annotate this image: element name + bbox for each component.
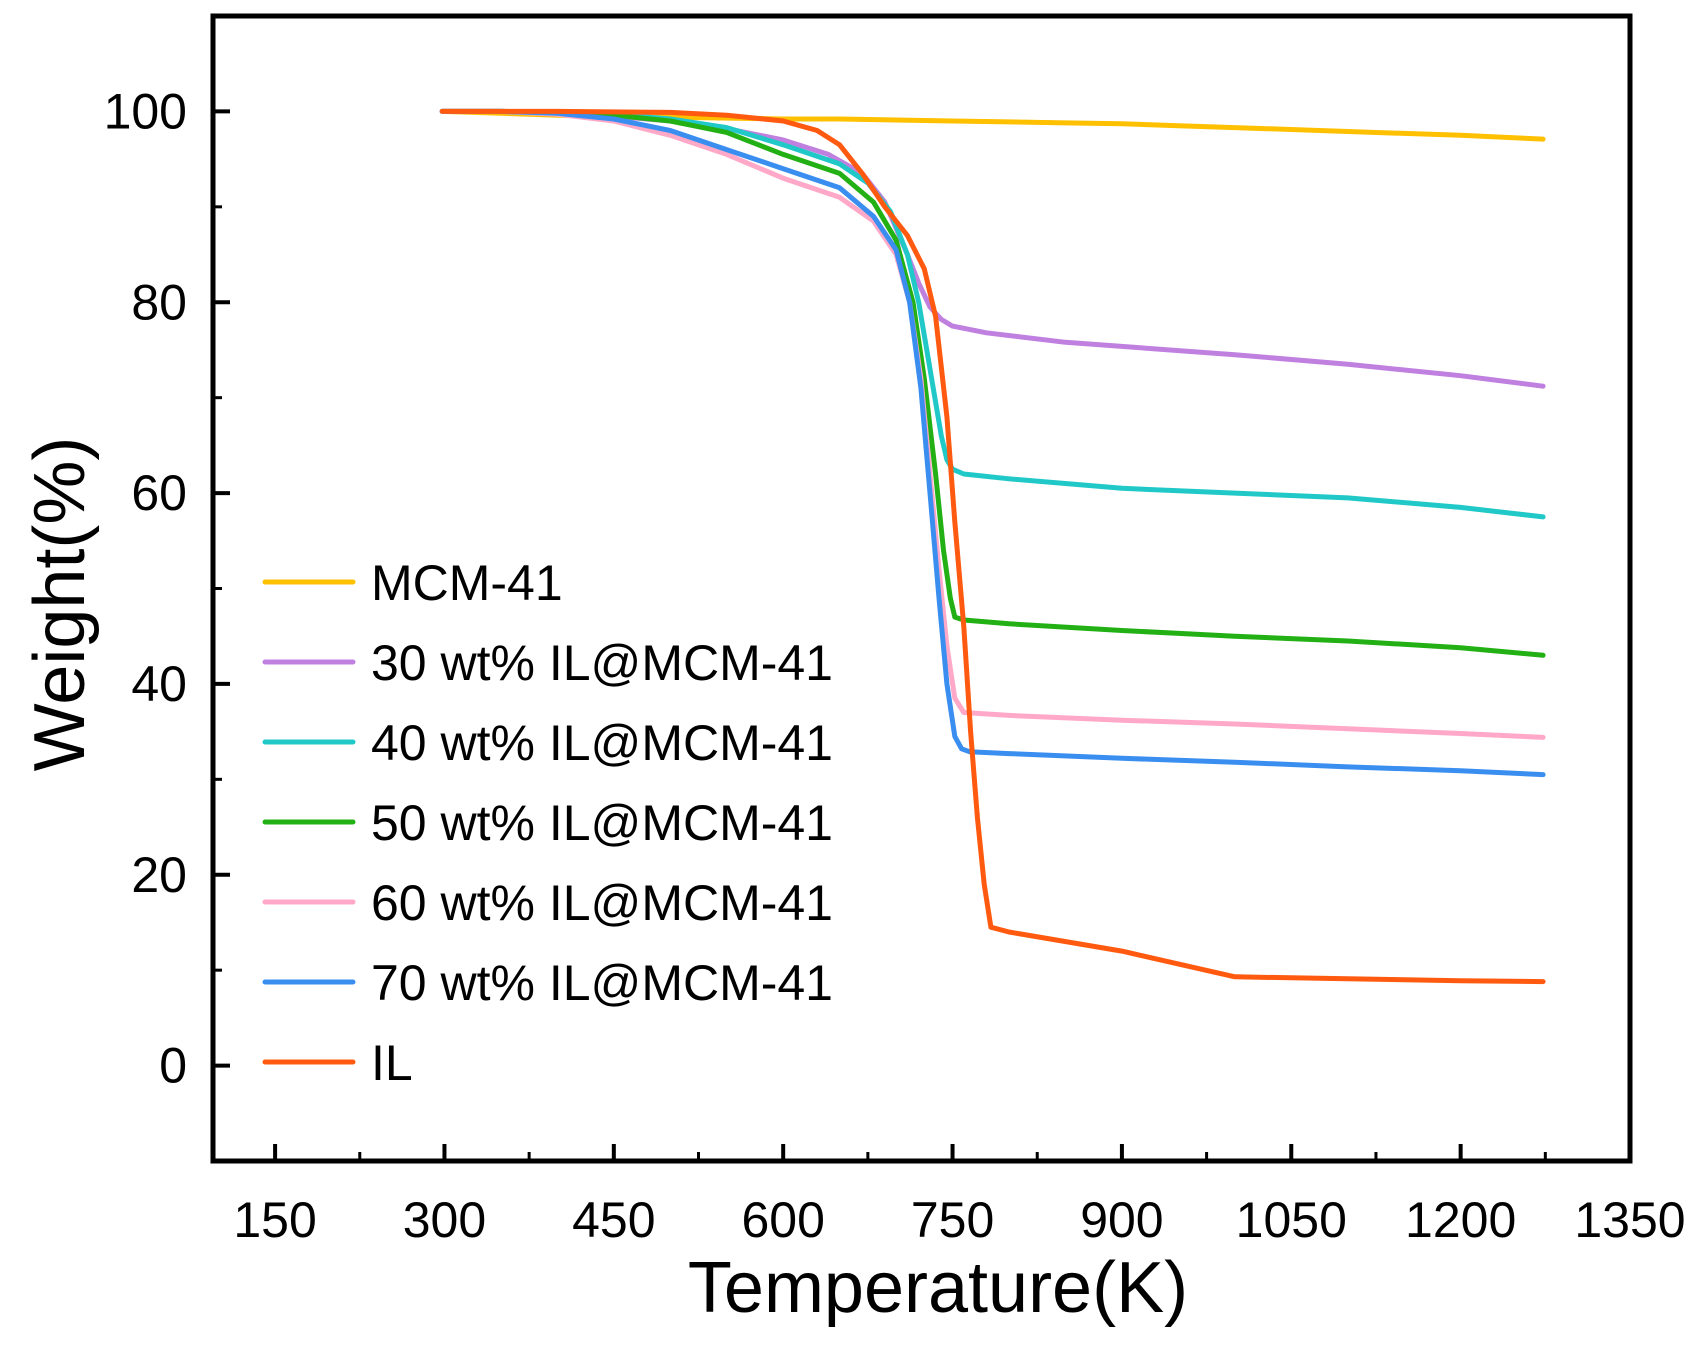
legend: MCM-41 30 wt% IL@MCM-41 40 wt% IL@MCM-41 50…	[262, 555, 833, 1091]
series-line-3	[439, 108, 1546, 658]
y-tick-label: 60	[131, 465, 187, 521]
x-axis-title: Temperature(K)	[688, 1248, 1188, 1328]
legend-label: IL	[371, 1035, 413, 1091]
axis-ticks	[213, 109, 1632, 1161]
y-tick-label: 0	[159, 1038, 187, 1094]
y-tick-label: 80	[131, 274, 187, 330]
x-tick-label: 1050	[1236, 1192, 1347, 1248]
series-line-6	[439, 108, 1546, 985]
series-line-5	[439, 108, 1546, 778]
x-tick-label: 150	[233, 1192, 316, 1248]
x-tick-label: 1350	[1574, 1192, 1685, 1248]
legend-label: 50 wt% IL@MCM-41	[371, 795, 833, 851]
y-tick-label: 40	[131, 656, 187, 712]
legend-label: MCM-41	[371, 555, 563, 611]
legend-label: 30 wt% IL@MCM-41	[371, 635, 833, 691]
x-tick-label: 300	[403, 1192, 486, 1248]
y-tick-labels: 0 20 40 60 80 100	[104, 83, 187, 1093]
x-tick-label: 600	[741, 1192, 824, 1248]
legend-label: 60 wt% IL@MCM-41	[371, 875, 833, 931]
y-axis-title: Weight(%)	[20, 437, 100, 772]
x-tick-label: 450	[572, 1192, 655, 1248]
series-line-1	[439, 108, 1546, 389]
series-lines	[439, 108, 1546, 985]
x-tick-label: 900	[1080, 1192, 1163, 1248]
x-tick-labels: 150 300 450 600 750 900 1050 1200 1350	[233, 1192, 1685, 1248]
legend-label: 40 wt% IL@MCM-41	[371, 715, 833, 771]
x-tick-label: 1200	[1405, 1192, 1516, 1248]
x-tick-label: 750	[911, 1192, 994, 1248]
y-tick-label: 20	[131, 847, 187, 903]
y-tick-label: 100	[104, 83, 187, 139]
legend-label: 70 wt% IL@MCM-41	[371, 955, 833, 1011]
series-line-2	[439, 108, 1546, 520]
